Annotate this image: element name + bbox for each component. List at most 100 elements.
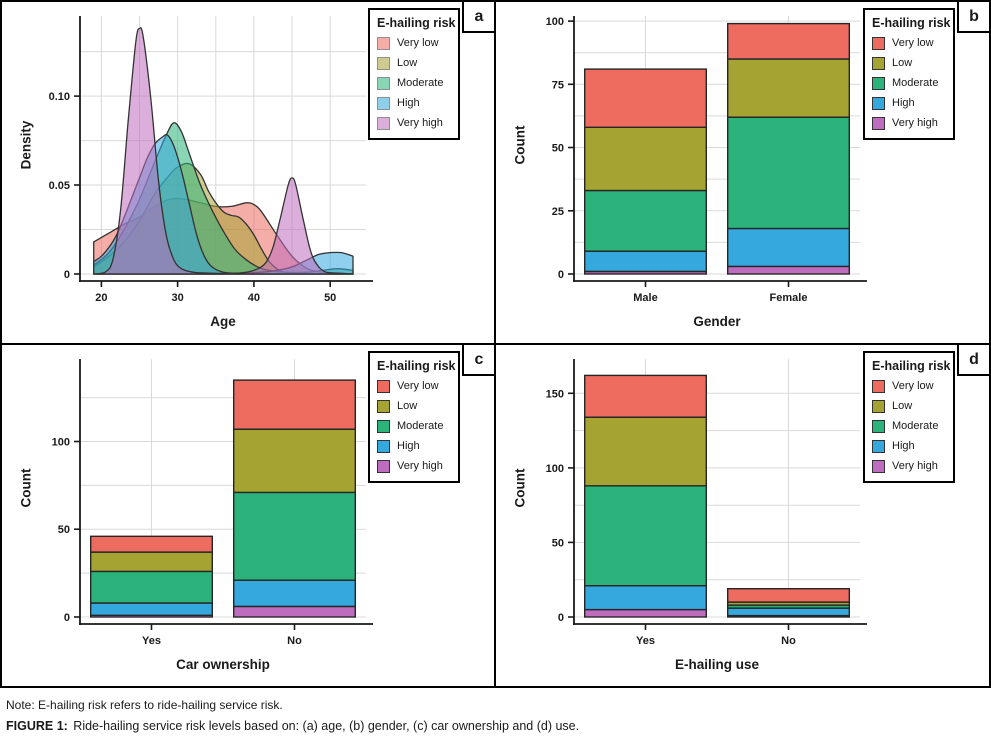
legend-item-label: Very low (892, 37, 934, 49)
svg-text:50: 50 (58, 524, 70, 536)
legend-item-label: Very low (397, 37, 439, 49)
legend-swatch-icon (377, 440, 390, 453)
svg-text:50: 50 (324, 292, 336, 304)
legend-swatch-icon (377, 37, 390, 50)
legend-title: E-hailing risk (872, 359, 951, 373)
legend: E-hailing risk Very low Low Moderate High Ve… (863, 8, 955, 140)
svg-text:No: No (287, 635, 302, 647)
legend-item-label: Moderate (397, 420, 444, 432)
legend-item-label: Very low (892, 380, 934, 392)
legend-item-label: High (397, 440, 420, 452)
y-axis-title: Count (512, 125, 528, 165)
legend-swatch-icon (872, 57, 885, 70)
panel-letter-a: a (462, 2, 494, 33)
legend-item: High (377, 97, 451, 110)
legend-item-label: Very high (397, 460, 443, 472)
svg-text:0: 0 (558, 269, 564, 281)
y-axis-title: Count (18, 468, 34, 508)
legend-item-label: Moderate (397, 77, 444, 89)
svg-text:100: 100 (546, 463, 564, 475)
legend-item-label: Moderate (892, 420, 939, 432)
legend-item-label: Very high (397, 117, 443, 129)
legend-item: Moderate (377, 420, 451, 433)
x-axis-title: Gender (693, 314, 741, 329)
x-axis-title: E-hailing use (674, 657, 759, 672)
legend-item: Very low (872, 380, 946, 393)
legend-swatch-icon (872, 37, 885, 50)
legend-item: Low (872, 400, 946, 413)
legend-item-label: Moderate (892, 77, 939, 89)
legend-swatch-icon (872, 380, 885, 393)
legend-item: Low (872, 57, 946, 70)
legend-title: E-hailing risk (377, 359, 456, 373)
legend-item-label: Very low (397, 380, 439, 392)
svg-text:50: 50 (552, 537, 564, 549)
panel-c: 0 50 100 Yes No Count Car ownership E-hailin… (2, 345, 494, 686)
figure-caption: FIGURE 1: Ride-hailing service risk leve… (6, 719, 991, 733)
panel-divider-horizontal (0, 343, 991, 345)
legend-item: Very low (377, 37, 451, 50)
density-plot-age: 0 0.05 0.10 20 30 40 50 (49, 16, 373, 304)
stacked-bar-gender: 0 25 50 75 100 Male Female (546, 16, 867, 304)
legend-swatch-icon (872, 420, 885, 433)
figure-caption-text: Ride-hailing service risk levels based o… (69, 719, 580, 733)
legend-item: Low (377, 57, 451, 70)
svg-text:0: 0 (64, 612, 70, 624)
legend-swatch-icon (872, 77, 885, 90)
legend-swatch-icon (872, 400, 885, 413)
legend-item-label: Very high (892, 460, 938, 472)
legend-item: Very high (377, 460, 451, 473)
svg-text:75: 75 (552, 79, 564, 91)
legend-item: Low (377, 400, 451, 413)
legend-swatch-icon (872, 460, 885, 473)
figure-caption-prefix: FIGURE 1: (6, 719, 68, 733)
legend-item-label: Low (892, 57, 913, 69)
legend-item-label: Very high (892, 117, 938, 129)
svg-text:30: 30 (171, 292, 183, 304)
legend-item: Very high (872, 460, 946, 473)
legend-item-label: High (892, 440, 915, 452)
legend-swatch-icon (377, 420, 390, 433)
y-axis-title: Count (512, 468, 528, 508)
legend-item: Very high (872, 117, 946, 130)
legend-item-label: High (397, 97, 420, 109)
legend-item: Very high (377, 117, 451, 130)
legend-item: High (377, 440, 451, 453)
legend-items: Very low Low Moderate High Very high (872, 380, 946, 473)
stacked-bar-car-ownership: 0 50 100 Yes No (52, 359, 373, 647)
svg-text:100: 100 (546, 16, 564, 28)
svg-text:100: 100 (52, 437, 70, 449)
legend-title: E-hailing risk (377, 16, 456, 30)
svg-text:0.10: 0.10 (49, 91, 70, 103)
stacked-bar-ehailing-use: 0 50 100 150 Yes No (546, 359, 867, 647)
panel-letter-c: c (462, 345, 494, 376)
legend-swatch-icon (377, 57, 390, 70)
svg-text:0: 0 (64, 269, 70, 281)
legend-title: E-hailing risk (872, 16, 951, 30)
legend-item-label: Low (397, 57, 418, 69)
legend-item: High (872, 440, 946, 453)
legend-swatch-icon (377, 460, 390, 473)
svg-text:Female: Female (770, 292, 808, 304)
legend-swatch-icon (872, 97, 885, 110)
legend: E-hailing risk Very low Low Moderate High Ve… (368, 8, 460, 140)
svg-text:Yes: Yes (636, 635, 655, 647)
svg-text:0.05: 0.05 (49, 180, 70, 192)
svg-text:Male: Male (633, 292, 657, 304)
legend-item: Very low (377, 380, 451, 393)
x-axis-title: Age (210, 314, 236, 329)
legend-items: Very low Low Moderate High Very high (377, 380, 451, 473)
svg-text:150: 150 (546, 388, 564, 400)
x-axis-title: Car ownership (176, 657, 270, 672)
panel-a: 0 0.05 0.10 20 30 40 50 Density Age E-hailing … (2, 2, 494, 343)
legend-item: Moderate (872, 77, 946, 90)
panel-d: 0 50 100 150 Yes No Count E-hailing use E-hai… (496, 345, 989, 686)
legend-item-label: Low (397, 400, 418, 412)
svg-text:Yes: Yes (142, 635, 161, 647)
panel-letter-b: b (957, 2, 989, 33)
legend-swatch-icon (872, 117, 885, 130)
legend-swatch-icon (377, 380, 390, 393)
legend-item: Moderate (377, 77, 451, 90)
svg-text:50: 50 (552, 143, 564, 155)
